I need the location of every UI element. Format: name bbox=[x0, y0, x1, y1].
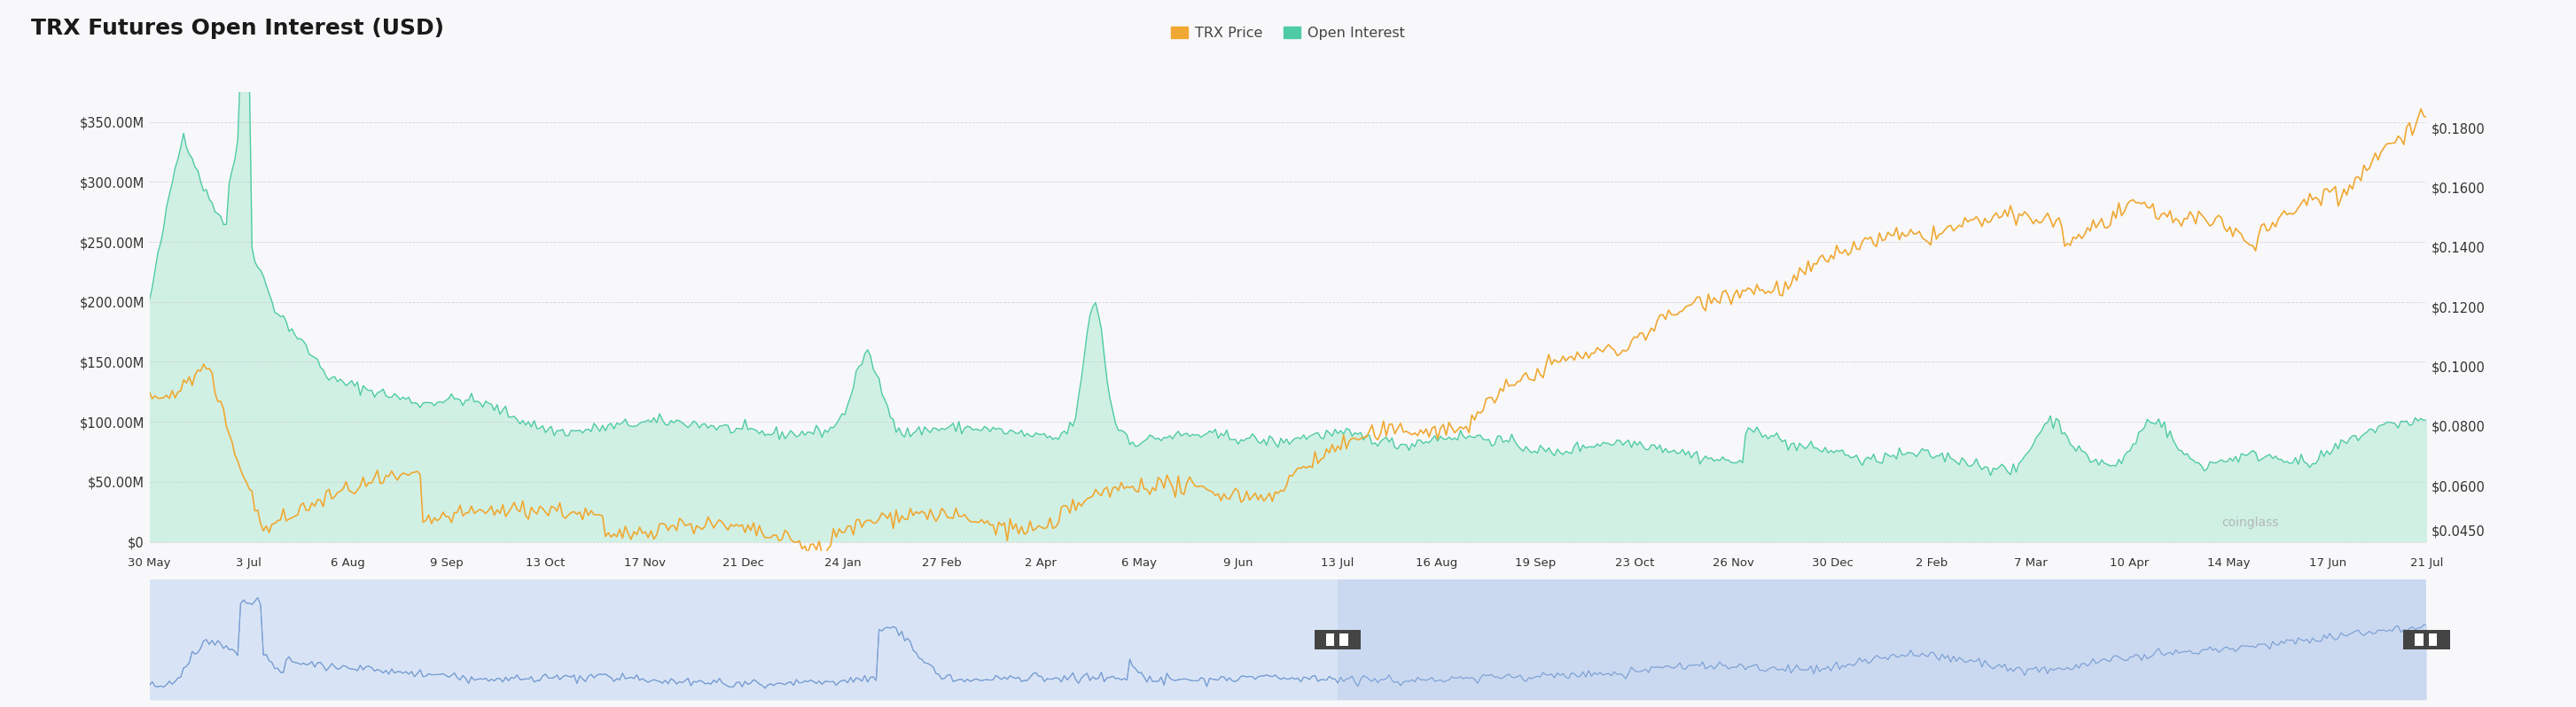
Bar bbox=[1340, 634, 1347, 645]
Legend: TRX Price, Open Interest: TRX Price, Open Interest bbox=[1164, 21, 1412, 45]
Bar bbox=[1327, 634, 1334, 645]
Bar bbox=[1337, 580, 2427, 700]
Bar bbox=[2429, 634, 2437, 645]
FancyBboxPatch shape bbox=[1309, 628, 1365, 652]
Text: coinglass: coinglass bbox=[2221, 516, 2280, 529]
FancyBboxPatch shape bbox=[2398, 628, 2455, 652]
Text: TRX Futures Open Interest (USD): TRX Futures Open Interest (USD) bbox=[31, 18, 443, 39]
Bar bbox=[2416, 634, 2424, 645]
